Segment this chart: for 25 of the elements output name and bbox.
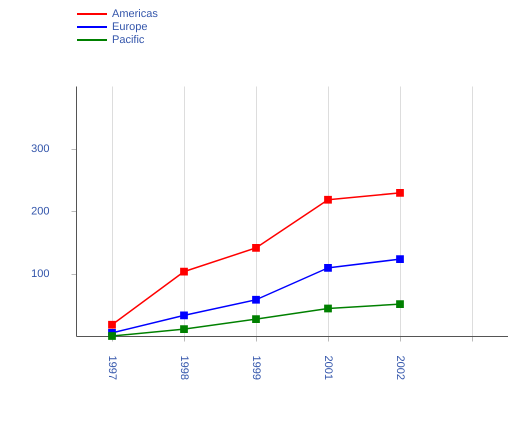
point [252,315,260,323]
point [324,264,332,272]
point [180,312,188,320]
point [396,189,404,197]
point [324,196,332,204]
x-tick-label: 1999 [250,356,262,380]
point [252,244,260,252]
point [180,325,188,333]
point [108,320,116,329]
x-tick-label: 2002 [394,356,406,380]
point [396,300,404,308]
point [396,255,404,263]
point [108,332,116,340]
y-tick-label: 200 [31,206,50,218]
legend-label: Europe [112,21,148,33]
y-tick-label: 300 [31,143,50,155]
point [180,268,188,276]
x-tick-label: 2001 [322,356,334,380]
point [324,304,332,312]
x-tick-label: 1997 [106,356,118,380]
y-tick-label: 100 [31,268,50,280]
x-tick-label: 1998 [178,356,190,380]
legend-label: Americas [112,8,158,20]
legend-label: Pacific [112,34,145,46]
point [252,296,260,304]
